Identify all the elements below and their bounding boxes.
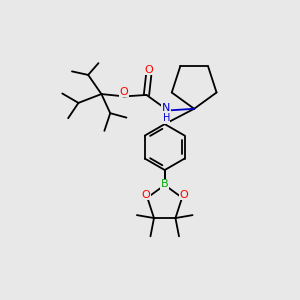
Text: B: B bbox=[161, 179, 169, 190]
Text: O: O bbox=[144, 64, 153, 75]
Text: H: H bbox=[163, 113, 170, 124]
Text: O: O bbox=[179, 190, 188, 200]
Text: N: N bbox=[162, 103, 170, 113]
Text: O: O bbox=[142, 190, 150, 200]
Text: O: O bbox=[119, 87, 128, 97]
